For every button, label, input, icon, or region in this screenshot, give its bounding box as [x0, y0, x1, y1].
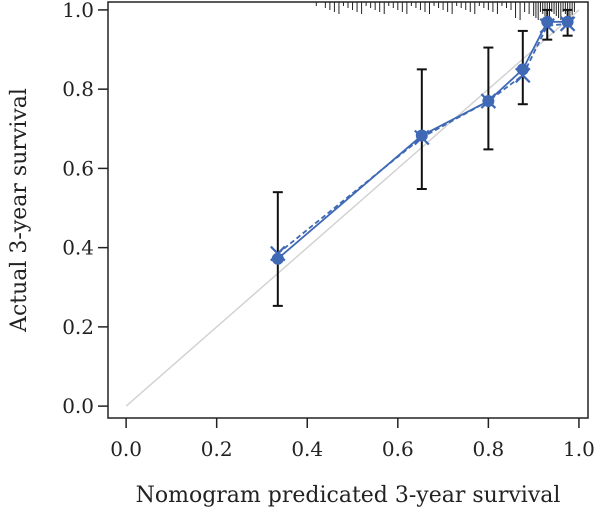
x-point — [515, 67, 531, 84]
y-axis-title: Actual 3-year survival — [7, 88, 32, 333]
x-tick-label: 0.8 — [472, 437, 504, 461]
x-tick-label: 0.0 — [110, 437, 142, 461]
x-point-stroke — [559, 16, 576, 32]
x-point — [414, 129, 430, 146]
y-tick-label: 0.2 — [62, 315, 94, 339]
y-tick-label: 0.6 — [62, 156, 94, 180]
y-tick-label: 0.0 — [62, 394, 94, 418]
x-point — [480, 93, 497, 109]
y-tick-label: 0.8 — [62, 77, 94, 101]
y-tick-label: 1.0 — [62, 0, 94, 22]
circle-point — [415, 129, 428, 142]
series-markers — [270, 15, 576, 265]
circle-point — [516, 63, 529, 76]
x-axis-title: Nomogram predicated 3-year survival — [136, 483, 561, 508]
x-axis-ticks: 0.0 0.2 0.4 0.6 0.8 1.0 — [110, 418, 595, 461]
reference-diagonal-line — [125, 9, 580, 407]
plot-frame — [107, 1, 589, 419]
circle-point — [541, 15, 554, 28]
x-point-stroke — [414, 129, 430, 146]
x-point-stroke — [539, 17, 556, 34]
x-point — [270, 245, 286, 262]
y-tick-label: 0.4 — [62, 236, 94, 260]
x-tick-label: 0.6 — [382, 437, 414, 461]
rug-marks — [315, 2, 575, 20]
x-point-stroke — [270, 245, 286, 262]
x-point — [559, 16, 576, 32]
x-tick-label: 0.4 — [291, 437, 323, 461]
y-axis-ticks: 0.0 0.2 0.4 0.6 0.8 1.0 — [62, 0, 108, 418]
x-tick-label: 0.2 — [201, 437, 233, 461]
x-point-stroke — [480, 93, 497, 109]
x-tick-label: 1.0 — [563, 437, 595, 461]
x-point — [539, 17, 556, 34]
circle-point — [561, 15, 574, 28]
x-point-stroke — [515, 67, 531, 84]
